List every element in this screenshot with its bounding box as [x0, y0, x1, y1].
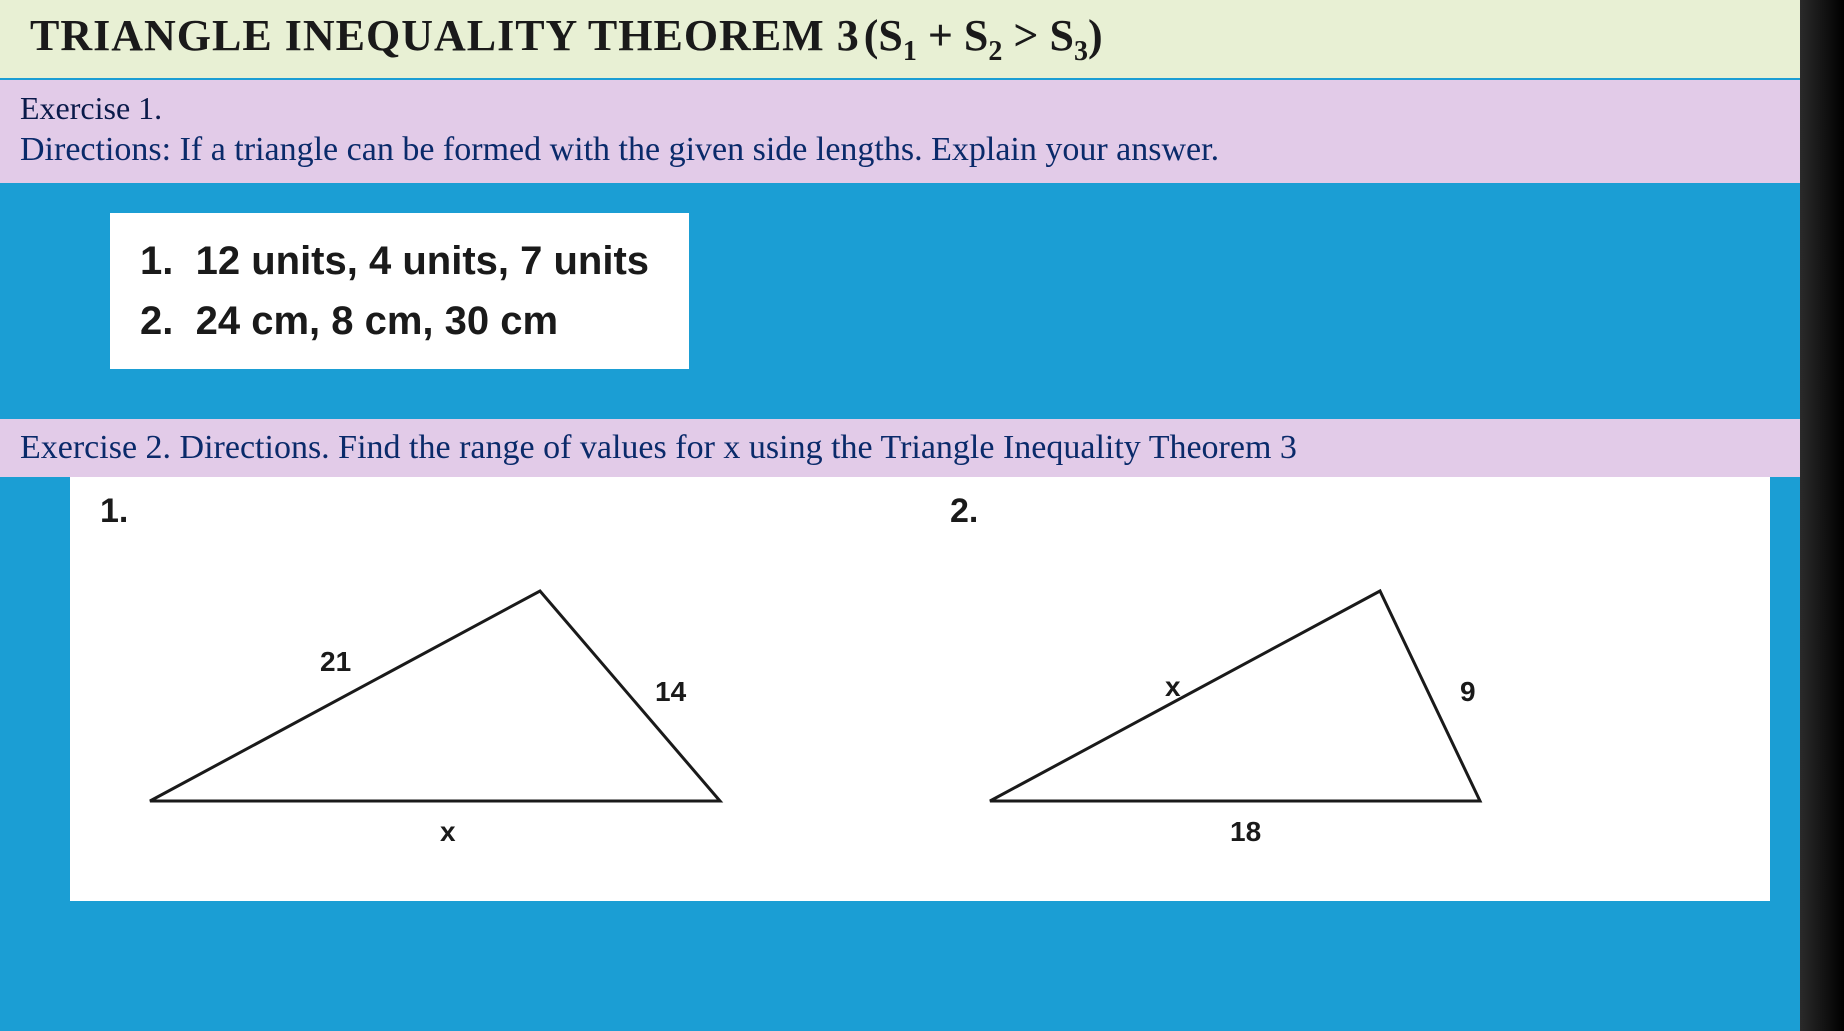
exercise1-items-box: 1. 12 units, 4 units, 7 units 2. 24 cm, …: [110, 213, 689, 369]
triangle-2-label-b: 9: [1460, 676, 1476, 707]
triangle-1-label-a: 21: [320, 646, 351, 677]
panel-number: 1.: [100, 492, 890, 531]
title-formula: (S1 + S2 > S3): [864, 11, 1103, 60]
right-shadow: [1800, 0, 1844, 1031]
page-container: TRIANGLE INEQUALITY THEOREM 3 (S1 + S2 >…: [0, 0, 1800, 1031]
exercise1-bar: Exercise 1. Directions: If a triangle ca…: [0, 80, 1800, 183]
triangle-2-svg: x 9 18: [950, 541, 1550, 861]
list-item: 2. 24 cm, 8 cm, 30 cm: [140, 291, 649, 351]
exercise2-triangles-box: 1. 21 14 x 2. x 9 18: [70, 477, 1770, 901]
title-main: TRIANGLE INEQUALITY THEOREM 3: [30, 11, 860, 60]
triangle-1-label-c: x: [440, 816, 456, 847]
triangle-1-svg: 21 14 x: [100, 541, 780, 861]
triangle-1-label-b: 14: [655, 676, 687, 707]
list-item: 1. 12 units, 4 units, 7 units: [140, 231, 649, 291]
exercise2-bar: Exercise 2. Directions. Find the range o…: [0, 419, 1800, 477]
exercise1-label: Exercise 1.: [20, 90, 1780, 127]
triangle-panel-2: 2. x 9 18: [950, 492, 1740, 861]
exercise2-text: Exercise 2. Directions. Find the range o…: [20, 429, 1297, 466]
triangle-panel-1: 1. 21 14 x: [100, 492, 890, 861]
exercise1-directions: Directions: If a triangle can be formed …: [20, 131, 1780, 169]
triangle-1-shape: [150, 591, 720, 801]
panel-number: 2.: [950, 492, 1740, 531]
title-bar: TRIANGLE INEQUALITY THEOREM 3 (S1 + S2 >…: [0, 0, 1800, 80]
triangle-2-label-a: x: [1165, 671, 1181, 702]
triangle-2-label-c: 18: [1230, 816, 1261, 847]
triangle-2-shape: [990, 591, 1480, 801]
